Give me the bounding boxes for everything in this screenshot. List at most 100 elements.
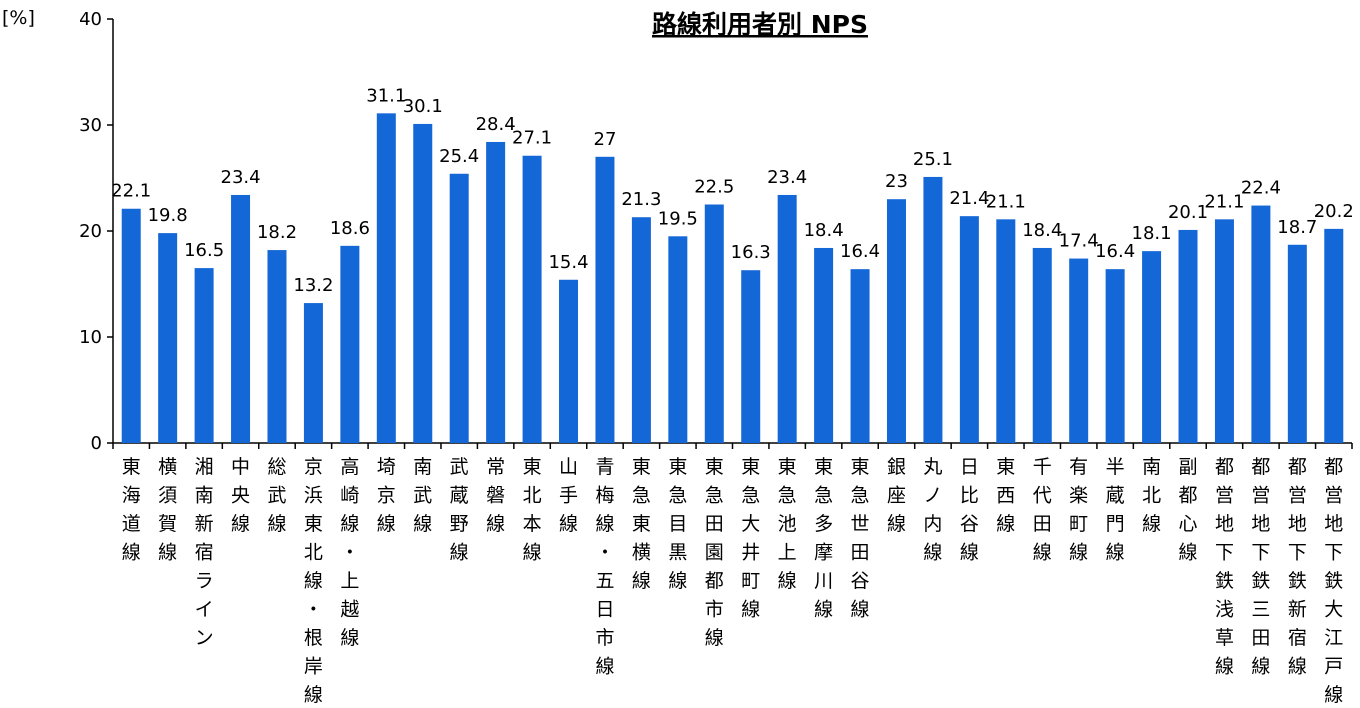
bar [449,173,469,443]
data-label: 27 [594,129,617,150]
y-tick-label: 0 [91,433,102,454]
data-label: 21.1 [1204,191,1244,212]
data-label: 18.1 [1132,223,1172,244]
data-label: 16.4 [840,241,880,262]
bar [559,279,579,443]
bar [1105,269,1125,443]
x-tick-label: 東急多摩川線 [814,456,833,621]
x-tick-label: 東急大井町線 [741,456,760,621]
bar [376,113,396,443]
y-tick-label: 10 [79,327,102,348]
bar [814,247,834,443]
bar [741,270,761,443]
bar [303,303,323,443]
bar [886,199,906,443]
data-label: 16.3 [731,242,771,263]
bar [413,123,433,443]
x-tick-label: 埼京線 [377,456,396,535]
bar [1287,244,1307,443]
bar [668,236,688,443]
bar [850,269,870,443]
data-label: 18.4 [804,220,844,241]
x-tick-label: 有楽町線 [1069,456,1088,564]
bar [959,216,979,443]
data-label: 22.5 [694,177,734,198]
data-label: 17.4 [1059,231,1099,252]
data-label: 25.1 [913,149,953,170]
x-tick-label: 東急田園都市線 [705,456,724,649]
x-tick-label: 丸ノ内線 [923,456,942,564]
bar [1251,205,1271,443]
x-tick-label: 東急世田谷線 [851,456,870,621]
data-label: 20.1 [1168,202,1208,223]
x-tick-label: 南武線 [413,456,432,535]
bar [194,268,214,443]
data-label: 15.4 [548,252,588,273]
x-tick-label: 山手線 [559,456,578,535]
x-tick-label: 銀座線 [887,456,906,535]
data-label: 20.2 [1314,201,1354,222]
x-tick-label: 青梅線・五日市線 [595,456,614,678]
bar [522,155,542,444]
bar [996,219,1016,443]
x-tick-label: 武蔵野線 [450,456,469,564]
y-tick-label: 30 [79,115,102,136]
bar [231,194,251,443]
y-axis-unit: [%] [2,7,35,29]
y-tick-label: 40 [79,9,102,30]
x-tick-label: 高崎線・上越線 [340,456,359,649]
bar [267,250,287,443]
x-tick-label: 京浜東北線・根岸線 [304,456,323,706]
bar [1324,228,1344,443]
bar [1142,251,1162,443]
bar [1214,219,1234,443]
x-tick-label: 横須賀線 [158,456,177,564]
data-label: 21.4 [949,188,989,209]
bar [158,233,178,443]
bar [704,204,724,443]
data-label: 16.5 [184,240,224,261]
x-tick-label: 東海道線 [122,456,141,564]
data-label: 23 [885,171,908,192]
x-tick-label: 副都心線 [1179,456,1198,564]
bar [595,156,615,444]
x-tick-label: 半蔵門線 [1106,456,1125,564]
x-tick-label: 中央線 [231,456,250,535]
data-label: 22.1 [111,181,151,202]
data-labels: 22.1 19.8 16.5 23.4 18.2 13.2 18.6 31.130.1 25.4… [111,85,1354,296]
data-label: 27.1 [512,128,552,149]
data-label: 21.1 [986,191,1026,212]
x-tick-label: 南北線 [1142,456,1161,535]
bars [121,113,1344,444]
data-label: 28.4 [476,114,516,135]
data-label: 23.4 [767,167,807,188]
data-label: 13.2 [293,275,333,296]
x-tick-label: 都営地下鉄新宿線 [1288,456,1307,678]
bar [486,141,506,443]
data-label: 19.8 [148,205,188,226]
x-tick-label: 東急池上線 [778,456,797,592]
data-label: 16.4 [1095,241,1135,262]
bar [1032,247,1052,443]
x-tick-label: 東急東横線 [632,456,651,592]
x-tick-label: 東北本線 [523,456,542,564]
data-label: 19.5 [658,208,698,229]
x-tick-label: 都営地下鉄浅草線 [1215,456,1234,678]
bar [777,194,797,443]
x-tick-labels: 東海道線横須賀線湘南新宿ライン中央線総武線京浜東北線・根岸線高崎線・上越線埼京線… [122,456,1344,706]
x-tick-label: 湘南新宿ライン [195,456,214,649]
x-tick-label: 日比谷線 [960,456,979,564]
bar [1069,258,1089,443]
data-label: 30.1 [403,96,443,117]
data-label: 18.6 [330,218,370,239]
x-tick-label: 千代田線 [1033,456,1052,564]
x-tick-label: 東急目黒線 [668,456,687,592]
bar [340,245,360,443]
data-label: 25.4 [439,146,479,167]
x-tick-label: 都営地下鉄三田線 [1251,456,1270,678]
data-label: 22.4 [1241,178,1281,199]
bar [923,176,943,443]
data-label: 31.1 [366,85,406,106]
bar [631,217,651,443]
